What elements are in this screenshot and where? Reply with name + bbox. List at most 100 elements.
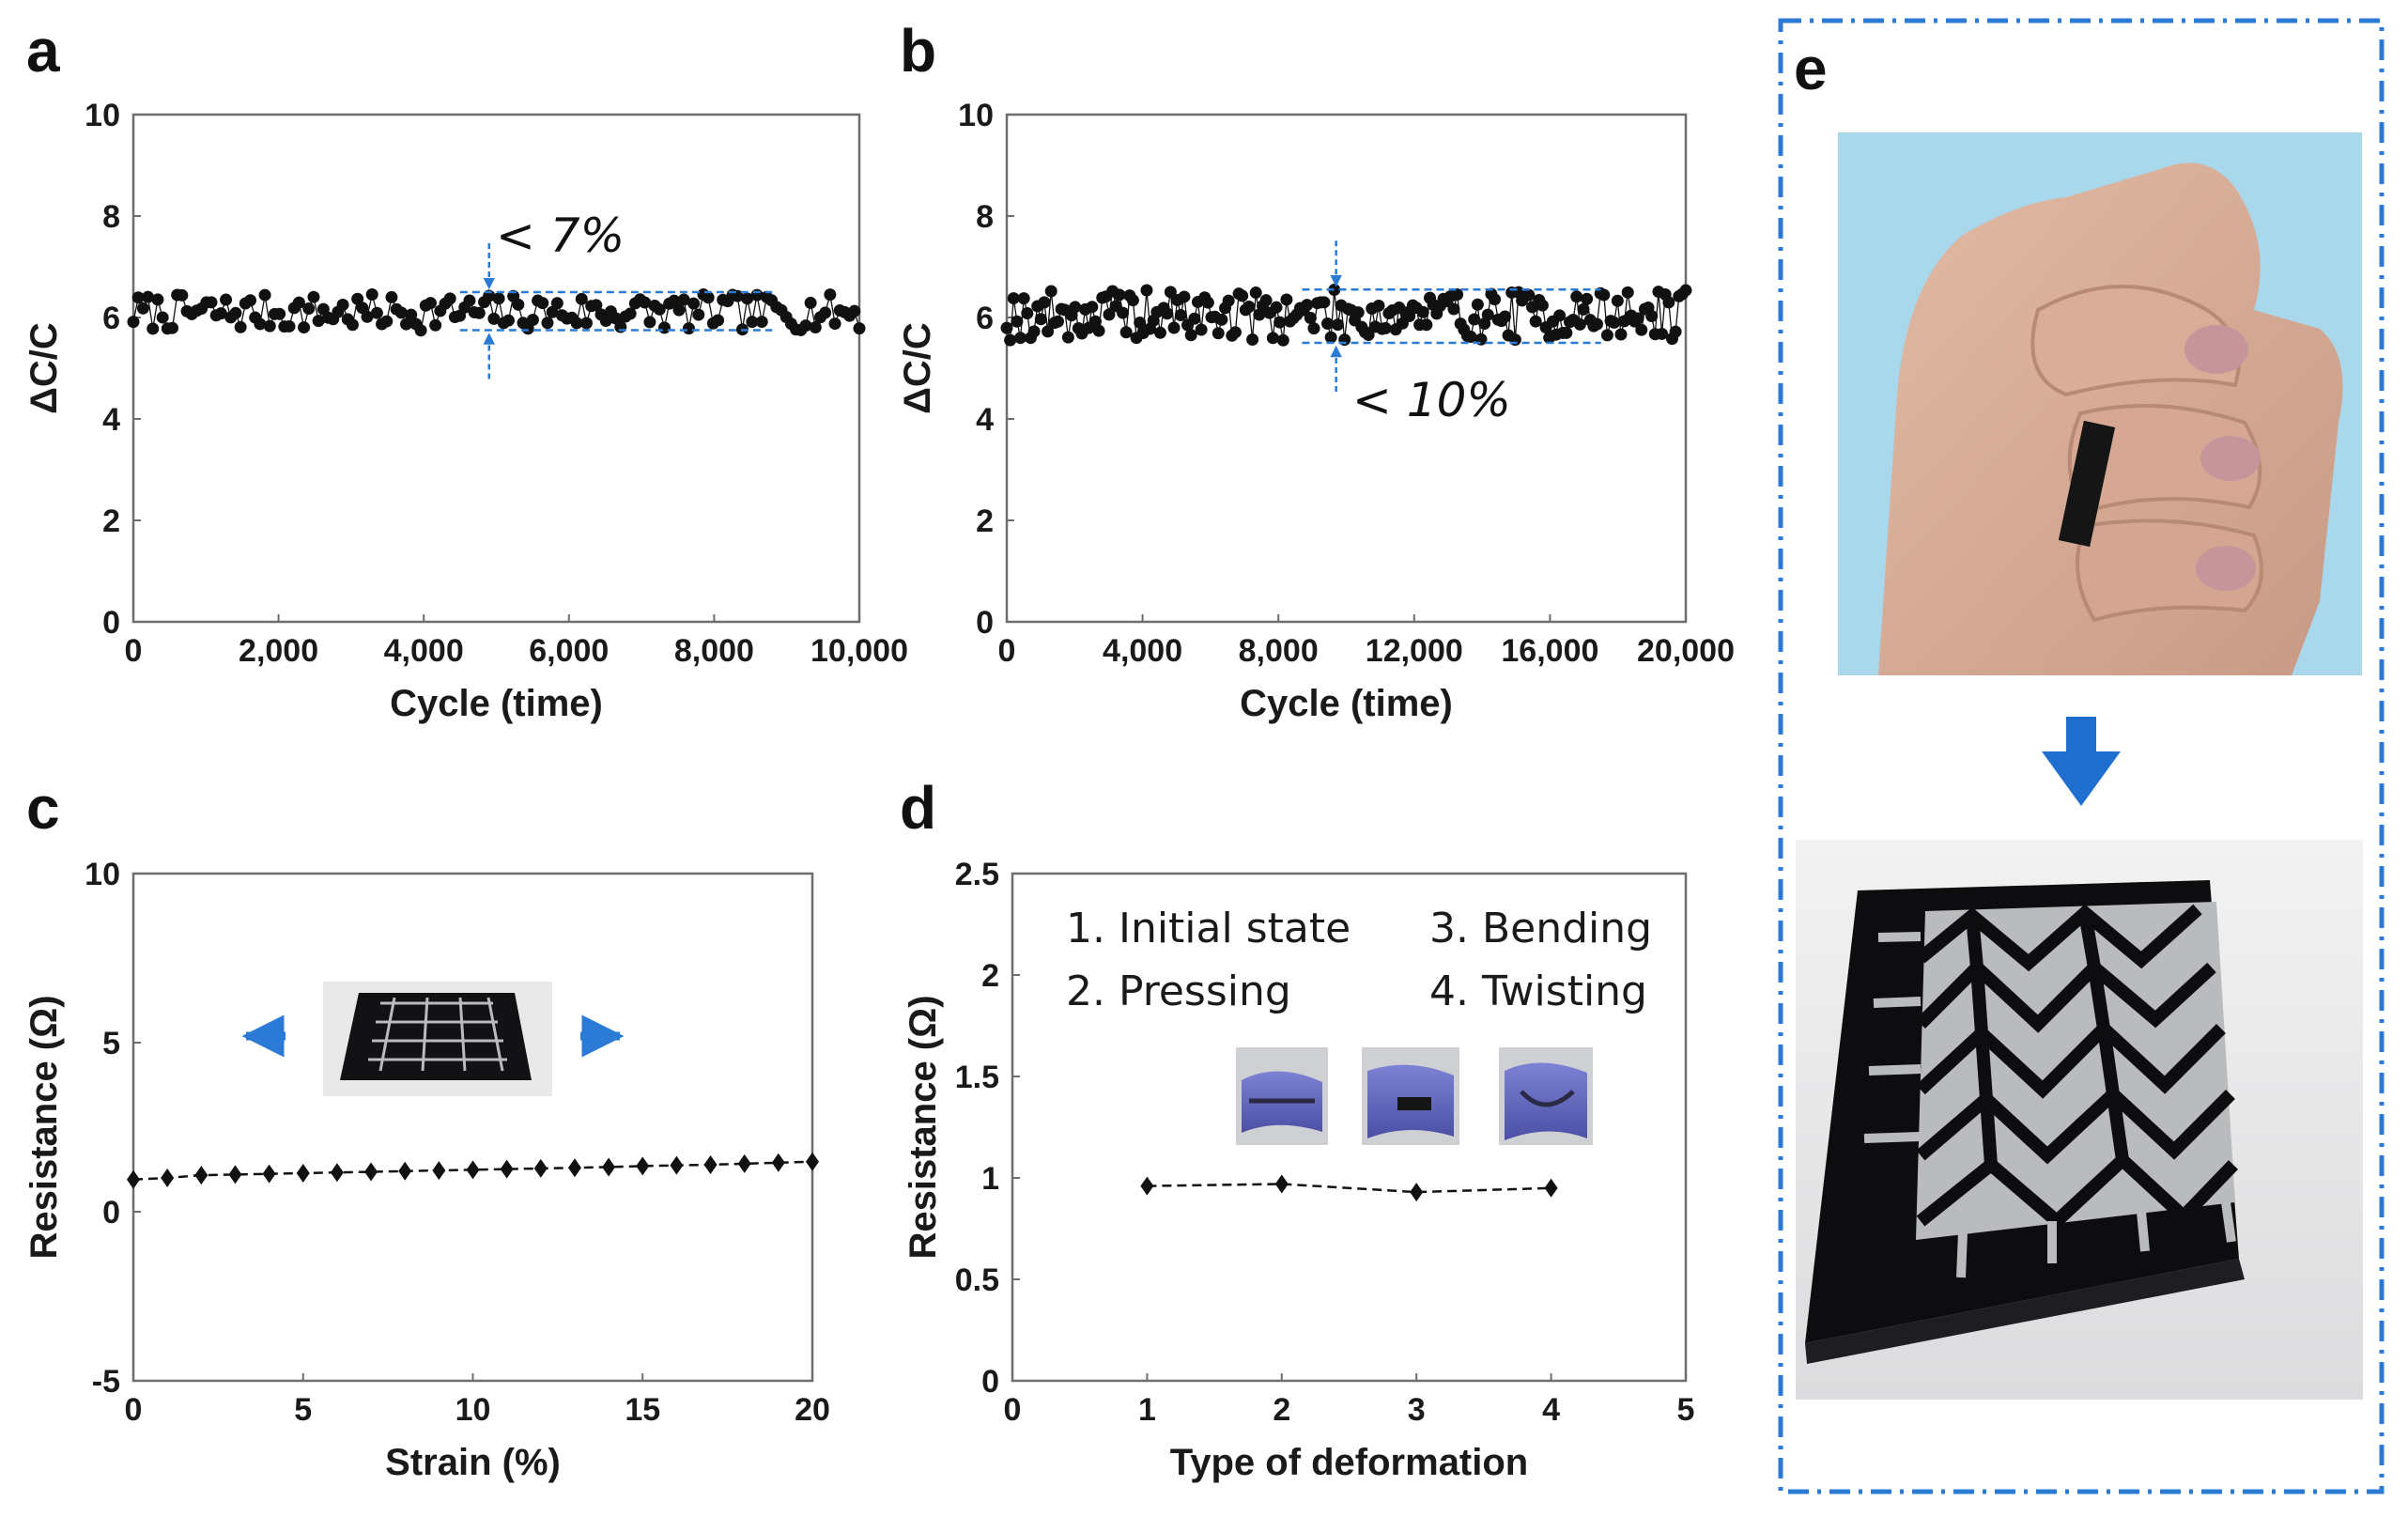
y-tick-label: 1 (981, 1161, 999, 1197)
x-tick-label: 0 (1004, 1392, 1022, 1428)
data-point (1669, 325, 1682, 338)
data-point (1201, 296, 1214, 309)
data-point (1468, 313, 1481, 326)
data-point (1061, 331, 1074, 344)
data-point (1591, 317, 1604, 331)
data-point (677, 293, 690, 306)
y-axis-label: ΔC/C (23, 322, 65, 414)
data-point (346, 318, 359, 332)
legend-item-1: 1. Initial state (1066, 905, 1351, 952)
data-point (1126, 294, 1139, 307)
y-tick-label: 6 (976, 301, 994, 336)
data-point (687, 297, 701, 310)
data-point (1042, 325, 1055, 338)
x-tick-label: 3 (1408, 1392, 1426, 1428)
data-point (1464, 331, 1477, 344)
data-point (602, 1157, 616, 1177)
data-point (127, 1169, 140, 1189)
data-point (1017, 292, 1030, 305)
x-axis-label: Strain (%) (385, 1442, 561, 1483)
x-axis-label: Cycle (time) (390, 683, 603, 724)
data-point (330, 1163, 344, 1183)
y-tick-label: 2 (981, 958, 999, 994)
x-tick-label: 8,000 (674, 633, 754, 669)
data-point (1362, 329, 1375, 342)
data-point (1236, 289, 1249, 302)
chart-b-markers (1000, 240, 1692, 392)
data-point (809, 320, 822, 333)
data-point (1243, 301, 1256, 314)
data-point (1522, 288, 1536, 302)
data-point (1161, 307, 1174, 320)
data-point (1103, 308, 1116, 321)
data-point (1174, 309, 1187, 322)
data-point (312, 315, 325, 328)
fist-photo (1838, 132, 2362, 676)
data-point (298, 321, 311, 334)
data-point (1304, 311, 1317, 324)
data-point (1307, 322, 1320, 335)
data-point (1117, 306, 1130, 319)
x-tick-label: 0 (125, 633, 143, 669)
data-point (220, 293, 233, 306)
data-point (385, 290, 398, 303)
data-point (567, 1158, 581, 1178)
y-tick-label: 0 (976, 605, 994, 641)
data-point (1276, 333, 1289, 347)
data-point (636, 1156, 650, 1176)
data-point (799, 319, 812, 333)
data-point (500, 1159, 514, 1179)
chart-d-markers (1140, 1174, 1558, 1202)
data-point (263, 319, 276, 333)
data-point (1280, 293, 1293, 306)
data-point (405, 308, 418, 321)
data-point (432, 1161, 446, 1181)
data-point (463, 294, 476, 307)
data-point (1188, 312, 1201, 325)
sensor-mat-grid (368, 997, 507, 1072)
photo-twisting (1499, 1047, 1593, 1145)
data-point (492, 292, 505, 305)
legend-item-3: 3. Bending (1429, 905, 1652, 952)
data-point (166, 321, 179, 334)
chart-b-annotation: < 10% (1352, 373, 1511, 427)
data-point (712, 314, 725, 327)
data-point (131, 291, 145, 304)
data-point (1134, 316, 1147, 329)
data-point (1228, 326, 1242, 339)
data-point (1403, 309, 1416, 322)
data-point (262, 1164, 276, 1184)
data-point (1044, 285, 1057, 298)
data-point (819, 306, 832, 319)
data-point (1560, 326, 1573, 339)
stretch-inset (241, 982, 625, 1096)
data-point (443, 292, 456, 305)
data-point (1581, 292, 1594, 305)
data-point (692, 308, 705, 321)
data-point (273, 307, 286, 320)
panel-label-d: d (900, 774, 936, 842)
data-point (205, 296, 218, 309)
x-tick-label: 12,000 (1366, 633, 1463, 669)
data-point (487, 312, 501, 325)
data-point (254, 317, 267, 331)
data-point (1662, 296, 1675, 309)
data-point (512, 298, 525, 311)
data-point (142, 290, 155, 303)
data-point (1069, 301, 1082, 314)
panel-e: e (1778, 18, 2385, 1494)
x-tick-label: 0 (998, 633, 1016, 669)
data-point (1086, 301, 1099, 314)
data-point (336, 298, 349, 311)
x-tick-label: 6,000 (529, 633, 609, 669)
data-point (394, 306, 408, 319)
y-tick-label: 4 (976, 402, 994, 438)
data-point (1656, 327, 1669, 340)
y-tick-label: 4 (102, 402, 120, 438)
data-point (1645, 309, 1659, 322)
data-point (156, 311, 169, 324)
data-point (624, 307, 637, 320)
chart-c-frame (131, 872, 814, 1383)
data-point (370, 306, 383, 319)
data-point (228, 1165, 242, 1184)
